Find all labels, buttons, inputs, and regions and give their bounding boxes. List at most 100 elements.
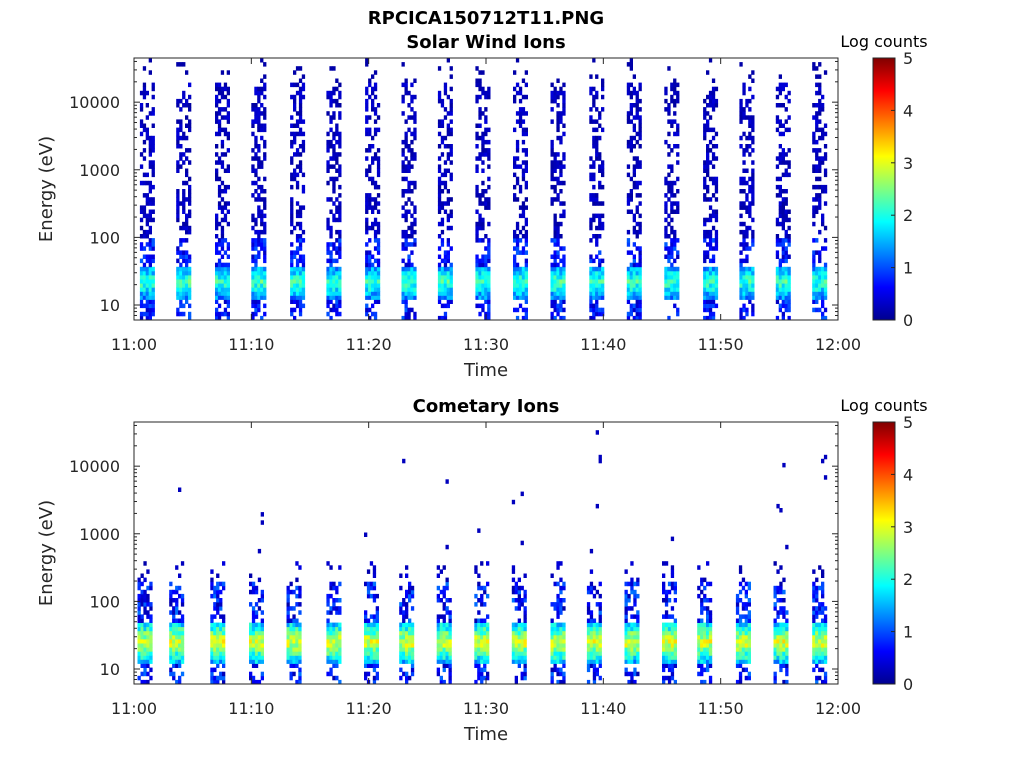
- heatmap-cell: [258, 623, 261, 628]
- heatmap-cell: [776, 569, 779, 574]
- heatmap-cell: [742, 647, 745, 652]
- heatmap-cell: [402, 623, 405, 628]
- heatmap-cell: [143, 205, 146, 210]
- heatmap-cell: [260, 279, 263, 284]
- heatmap-cell: [481, 287, 484, 292]
- heatmap-cell: [263, 156, 266, 161]
- heatmap-cell: [364, 643, 367, 648]
- heatmap-cell: [475, 193, 478, 198]
- heatmap-cell: [138, 614, 141, 619]
- heatmap-cell: [175, 647, 178, 652]
- heatmap-cell: [227, 115, 230, 120]
- heatmap-cell: [483, 651, 486, 656]
- heatmap-cell: [141, 582, 144, 587]
- heatmap-cell: [598, 291, 601, 296]
- heatmap-cell: [592, 193, 595, 198]
- heatmap-cell: [326, 164, 329, 169]
- heatmap-cell: [143, 668, 146, 673]
- heatmap-cell: [599, 606, 602, 611]
- heatmap-cell: [377, 250, 380, 255]
- heatmap-cell: [524, 668, 527, 673]
- heatmap-cell: [774, 659, 777, 664]
- heatmap-cell: [222, 647, 225, 652]
- heatmap-cell: [782, 87, 785, 92]
- heatmap-cell: [779, 655, 782, 660]
- heatmap-cell: [551, 177, 554, 182]
- heatmap-cell: [630, 144, 633, 149]
- heatmap-cell: [812, 197, 815, 202]
- heatmap-cell: [627, 631, 630, 636]
- heatmap-cell: [516, 144, 519, 149]
- heatmap-cell: [673, 238, 676, 243]
- heatmap-cell: [519, 279, 522, 284]
- heatmap-cell: [365, 193, 368, 198]
- heatmap-cell: [673, 295, 676, 300]
- heatmap-cell: [736, 610, 739, 615]
- heatmap-cell: [742, 181, 745, 186]
- heatmap-cell: [818, 647, 821, 652]
- heatmap-cell: [478, 304, 481, 309]
- heatmap-cell: [742, 651, 745, 656]
- heatmap-cell: [739, 111, 742, 116]
- heatmap-cell: [251, 169, 254, 174]
- heatmap-cell: [676, 291, 679, 296]
- heatmap-cell: [524, 598, 527, 603]
- heatmap-cell: [449, 643, 452, 648]
- heatmap-cell: [221, 107, 224, 112]
- heatmap-cell: [405, 230, 408, 235]
- heatmap-cell: [444, 107, 447, 112]
- heatmap-cell: [255, 639, 258, 644]
- heatmap-cell: [175, 651, 178, 656]
- heatmap-cell: [188, 287, 191, 292]
- heatmap-cell: [329, 655, 332, 660]
- panel1-x-axis-label: Time: [463, 360, 508, 381]
- heatmap-cell: [407, 197, 410, 202]
- heatmap-cell: [261, 619, 264, 624]
- heatmap-cell: [188, 148, 191, 153]
- heatmap-cell: [370, 651, 373, 656]
- heatmap-cell: [143, 598, 146, 603]
- heatmap-cell: [254, 238, 257, 243]
- heatmap-cell: [525, 169, 528, 174]
- heatmap-cell: [255, 655, 258, 660]
- heatmap-cell: [408, 643, 411, 648]
- heatmap-cell: [260, 287, 263, 292]
- heatmap-cell: [302, 279, 305, 284]
- heatmap-cell: [639, 222, 642, 227]
- heatmap-cell: [373, 614, 376, 619]
- heatmap-cell: [665, 598, 668, 603]
- heatmap-cell: [410, 226, 413, 231]
- heatmap-cell: [438, 95, 441, 100]
- heatmap-cell: [742, 283, 745, 288]
- heatmap-cell: [402, 300, 405, 305]
- heatmap-cell: [739, 144, 742, 149]
- heatmap-cell: [748, 119, 751, 124]
- heatmap-cell: [143, 659, 146, 664]
- heatmap-cell: [812, 614, 815, 619]
- heatmap-cell: [815, 210, 818, 215]
- heatmap-cell: [524, 619, 527, 624]
- heatmap-cell: [562, 275, 565, 280]
- heatmap-cell: [779, 177, 782, 182]
- heatmap-cell: [703, 271, 706, 276]
- heatmap-cell: [290, 643, 293, 648]
- heatmap-cell: [290, 218, 293, 223]
- heatmap-cell: [254, 91, 257, 96]
- heatmap-cell: [413, 218, 416, 223]
- heatmap-cell: [593, 639, 596, 644]
- heatmap-cell: [335, 128, 338, 133]
- heatmap-cell: [633, 136, 636, 141]
- heatmap-cell: [821, 107, 824, 112]
- heatmap-cell: [413, 279, 416, 284]
- heatmap-cell: [782, 242, 785, 247]
- heatmap-cell: [257, 250, 260, 255]
- heatmap-cell: [601, 287, 604, 292]
- heatmap-cell: [296, 111, 299, 116]
- heatmap-cell: [408, 635, 411, 640]
- heatmap-cell: [410, 107, 413, 112]
- heatmap-cell: [478, 193, 481, 198]
- heatmap-cell: [370, 643, 373, 648]
- heatmap-cell: [213, 627, 216, 632]
- heatmap-cell: [329, 594, 332, 599]
- heatmap-cell: [437, 574, 440, 579]
